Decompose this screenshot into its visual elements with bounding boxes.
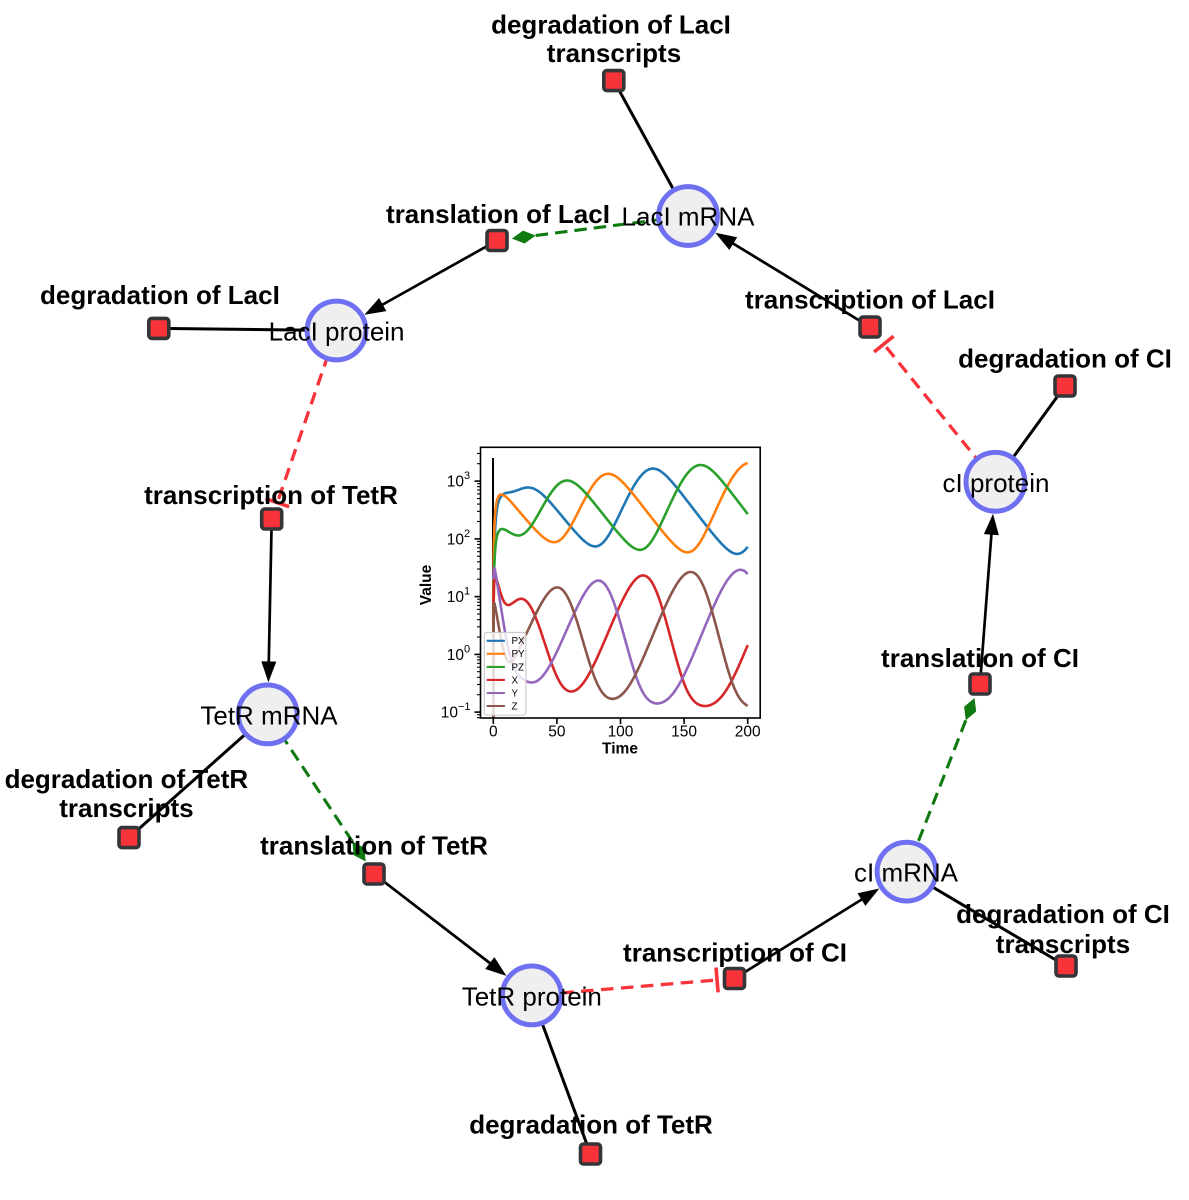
svg-text:PZ: PZ: [512, 662, 525, 673]
svg-text:transcription of TetR: transcription of TetR: [144, 480, 398, 510]
svg-text:degradation of TetR: degradation of TetR: [5, 764, 249, 794]
svg-text:10: 10: [441, 705, 459, 722]
svg-text:Time: Time: [602, 741, 638, 758]
svg-text:50: 50: [548, 724, 566, 741]
svg-text:transcription of CI: transcription of CI: [623, 938, 847, 968]
svg-text:10: 10: [447, 647, 465, 664]
svg-text:cI protein: cI protein: [943, 468, 1050, 498]
svg-text:10: 10: [447, 474, 465, 491]
svg-text:TetR protein: TetR protein: [462, 982, 602, 1012]
svg-text:Z: Z: [512, 701, 518, 712]
svg-text:translation of LacI: translation of LacI: [386, 199, 610, 229]
svg-text:Value: Value: [418, 564, 435, 605]
svg-text:translation of TetR: translation of TetR: [260, 831, 488, 861]
svg-text:100: 100: [608, 724, 634, 741]
svg-text:transcripts: transcripts: [547, 38, 681, 68]
svg-text:0: 0: [489, 724, 498, 741]
svg-text:X: X: [512, 675, 519, 686]
svg-text:transcripts: transcripts: [59, 793, 193, 823]
svg-text:TetR mRNA: TetR mRNA: [200, 700, 338, 730]
svg-text:200: 200: [735, 724, 761, 741]
svg-text:degradation of TetR: degradation of TetR: [469, 1110, 713, 1140]
svg-text:LacI protein: LacI protein: [269, 317, 405, 347]
svg-text:degradation of CI: degradation of CI: [958, 343, 1172, 373]
svg-text:degradation of LacI: degradation of LacI: [491, 9, 731, 39]
svg-text:3: 3: [464, 470, 470, 482]
svg-text:150: 150: [671, 724, 697, 741]
svg-text:transcription of LacI: transcription of LacI: [745, 285, 995, 315]
svg-text:PX: PX: [512, 636, 526, 647]
svg-text:degradation of LacI: degradation of LacI: [40, 280, 280, 310]
svg-text:Y: Y: [512, 688, 519, 699]
svg-text:degradation of CI: degradation of CI: [956, 899, 1170, 929]
svg-text:2: 2: [464, 528, 470, 540]
svg-text:PY: PY: [512, 649, 526, 660]
svg-text:LacI mRNA: LacI mRNA: [622, 202, 756, 232]
svg-text:transcripts: transcripts: [996, 929, 1130, 959]
svg-text:10: 10: [447, 589, 465, 606]
svg-text:0: 0: [464, 643, 470, 655]
svg-text:−1: −1: [458, 701, 471, 713]
svg-text:cI mRNA: cI mRNA: [854, 858, 959, 888]
svg-text:10: 10: [447, 531, 465, 548]
svg-text:1: 1: [464, 586, 470, 598]
svg-text:translation of CI: translation of CI: [881, 643, 1079, 673]
